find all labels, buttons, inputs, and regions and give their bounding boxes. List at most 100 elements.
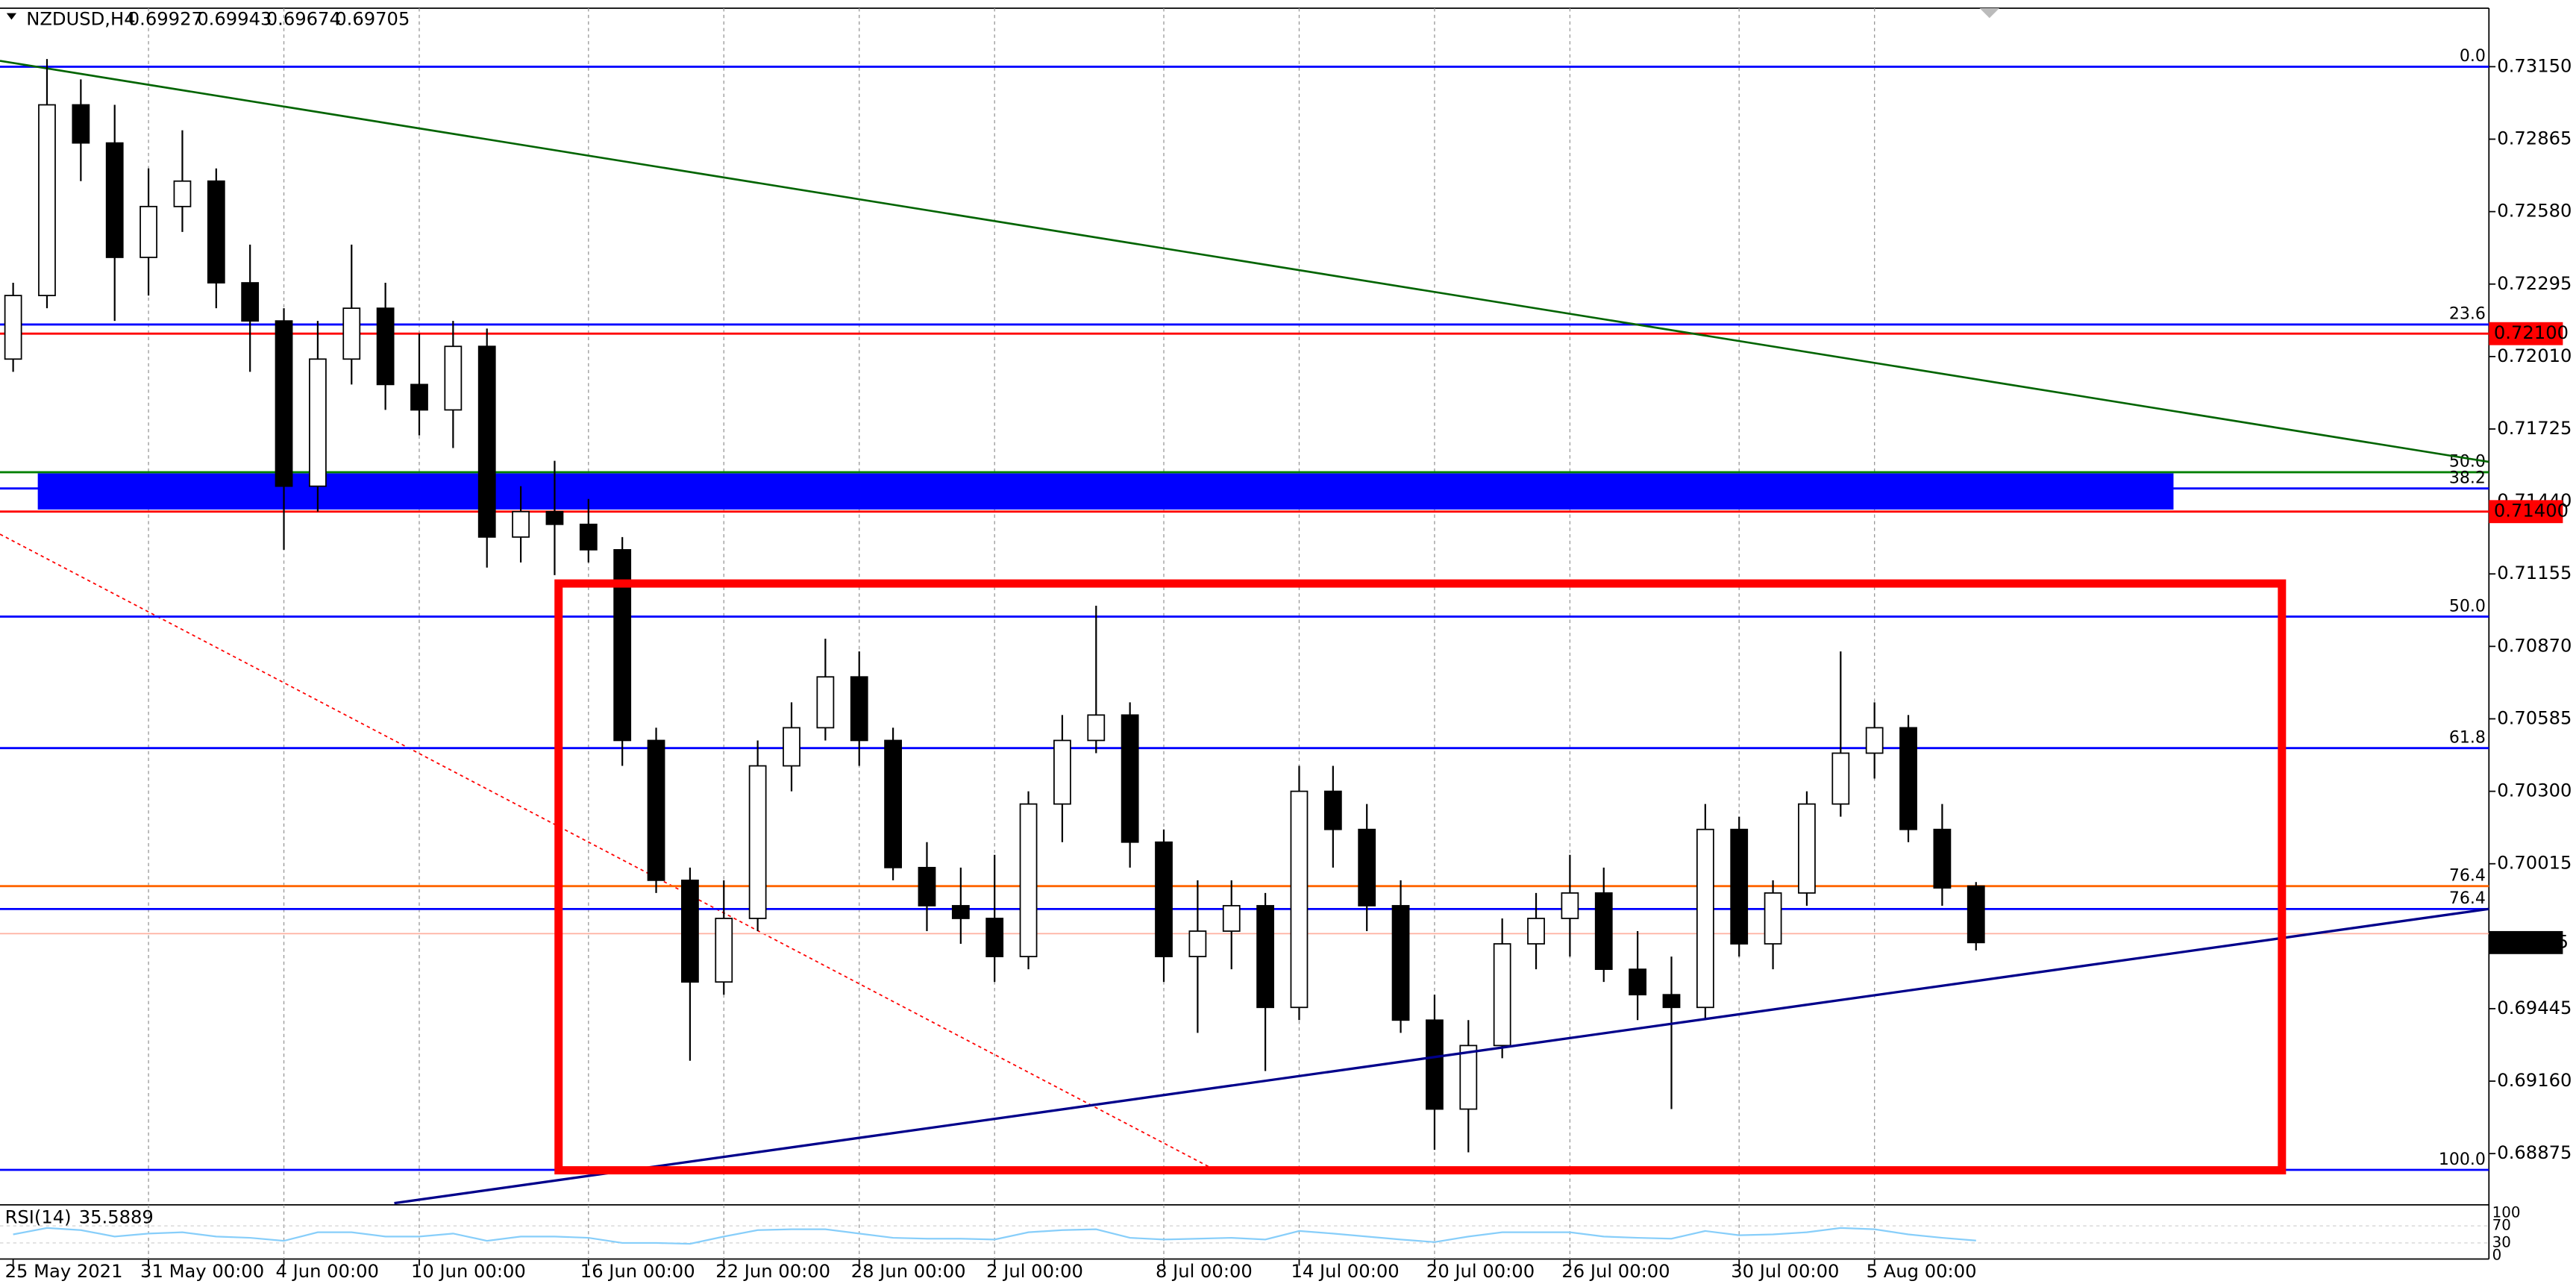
candle-body	[1391, 905, 1410, 1021]
x-tick-label: 20 Jul 00:00	[1426, 1261, 1535, 1282]
y-tick-label: 0.68875	[2497, 1142, 2572, 1163]
x-tick-label: 30 Jul 00:00	[1731, 1261, 1839, 1282]
y-tick-label: 0.70870	[2497, 635, 2572, 656]
candle-body	[4, 295, 22, 360]
y-tick-label: 0.72580	[2497, 201, 2572, 222]
candle-body	[951, 905, 970, 919]
dotted-trendline	[0, 533, 1217, 1171]
candle-body	[1256, 905, 1275, 1009]
candle-body	[1831, 752, 1850, 805]
candle-body	[1426, 1019, 1444, 1110]
price-label-box	[2489, 322, 2563, 345]
candle-body	[1696, 828, 1714, 1009]
candle-body	[850, 676, 868, 742]
grid	[148, 8, 1875, 1259]
rsi-line	[13, 1227, 1976, 1245]
candle-body	[783, 727, 800, 767]
candle-body	[1594, 892, 1613, 971]
shift-marker	[1979, 8, 2000, 19]
candle-body	[985, 918, 1004, 957]
candle-body	[748, 765, 767, 919]
candle-body	[140, 205, 157, 258]
candle-body	[275, 320, 293, 487]
candle-body	[884, 739, 902, 868]
level-label: 38.2	[2449, 469, 2486, 488]
level-label: 23.6	[2449, 305, 2486, 324]
candle-body	[647, 739, 665, 881]
y-tick-label: 0.69445	[2497, 998, 2572, 1018]
candle-body	[545, 510, 564, 525]
candle-body	[1798, 803, 1816, 894]
candle-body	[816, 676, 835, 729]
candle-body	[1290, 790, 1309, 1009]
candle-body	[207, 180, 225, 284]
current-price: 0.69705	[2494, 931, 2569, 952]
level-label: 50.0	[2449, 597, 2486, 616]
y-tick-label: 0.72865	[2497, 128, 2572, 149]
candle-body	[512, 510, 530, 538]
candle-body	[1053, 739, 1071, 805]
x-tick-label: 31 May 00:00	[140, 1261, 264, 1282]
rsi-tick-label: 100	[2492, 1203, 2521, 1221]
price-label: 0.72100	[2494, 322, 2569, 343]
candle-body	[1629, 968, 1647, 996]
ohlc-open: 0.69927	[128, 8, 203, 29]
y-tick-label: 0.70300	[2497, 780, 2572, 801]
candle-body	[1188, 930, 1207, 957]
x-tick-label: 22 Jun 00:00	[715, 1261, 830, 1282]
candle-body	[1459, 1045, 1478, 1110]
candle-body	[1967, 885, 1985, 944]
ohlc-low: 0.69674	[266, 8, 341, 29]
supply-zone	[37, 473, 2174, 510]
candle-body	[1222, 905, 1241, 932]
y-tick-label: 0.72295	[2497, 273, 2572, 294]
candle-body	[1323, 790, 1342, 830]
x-tick-label: 26 Jul 00:00	[1561, 1261, 1670, 1282]
candle-body	[173, 180, 192, 207]
candle-body	[105, 142, 124, 258]
x-tick-label: 28 Jun 00:00	[851, 1261, 966, 1282]
candle-body	[1019, 803, 1038, 957]
candle-body	[72, 104, 90, 144]
candle-body	[1730, 828, 1749, 945]
candle-body	[1865, 727, 1884, 754]
candle-body	[1155, 841, 1173, 957]
candle-body	[410, 383, 428, 411]
candle-body	[918, 866, 936, 906]
candle-body	[1561, 892, 1579, 919]
rsi-value: 35.5889	[79, 1206, 154, 1227]
level-label: 61.8	[2449, 728, 2486, 747]
down-trendline	[0, 60, 2489, 463]
candle-body	[444, 345, 463, 411]
x-tick-label: 25 May 2021	[5, 1261, 123, 1282]
candle-body	[1764, 892, 1782, 945]
y-tick-label: 0.71155	[2497, 563, 2572, 583]
x-tick-label: 8 Jul 00:00	[1156, 1261, 1253, 1282]
current-price-box	[2489, 930, 2563, 954]
x-tick-label: 16 Jun 00:00	[580, 1261, 695, 1282]
x-tick-label: 14 Jul 00:00	[1291, 1261, 1399, 1282]
menu-arrow[interactable]	[6, 13, 17, 20]
candle-body	[1087, 714, 1106, 742]
candle-body	[477, 345, 496, 538]
x-tick-label: 5 Aug 00:00	[1867, 1261, 1977, 1282]
candle-body	[376, 307, 395, 386]
candle-body	[1121, 714, 1139, 843]
candle-body	[681, 879, 699, 983]
candle-body	[1899, 727, 1917, 830]
range-box	[554, 579, 2287, 1175]
symbol-title: NZDUSD,H4	[26, 8, 135, 29]
y-tick-label: 0.69160	[2497, 1070, 2572, 1091]
candles	[4, 59, 1985, 1153]
ohlc-close: 0.69705	[335, 8, 410, 29]
y-tick-label: 0.70015	[2497, 853, 2572, 874]
ohlc-high: 0.69943	[197, 8, 272, 29]
level-label: 100.0	[2439, 1150, 2486, 1169]
axis: 0.73150 0.72865 0.72580 0.72295 0.72010 0.717…	[5, 55, 2572, 1282]
rsi-tick-label: 70	[2492, 1217, 2511, 1234]
y-tick-label: 0.73150	[2497, 55, 2572, 76]
